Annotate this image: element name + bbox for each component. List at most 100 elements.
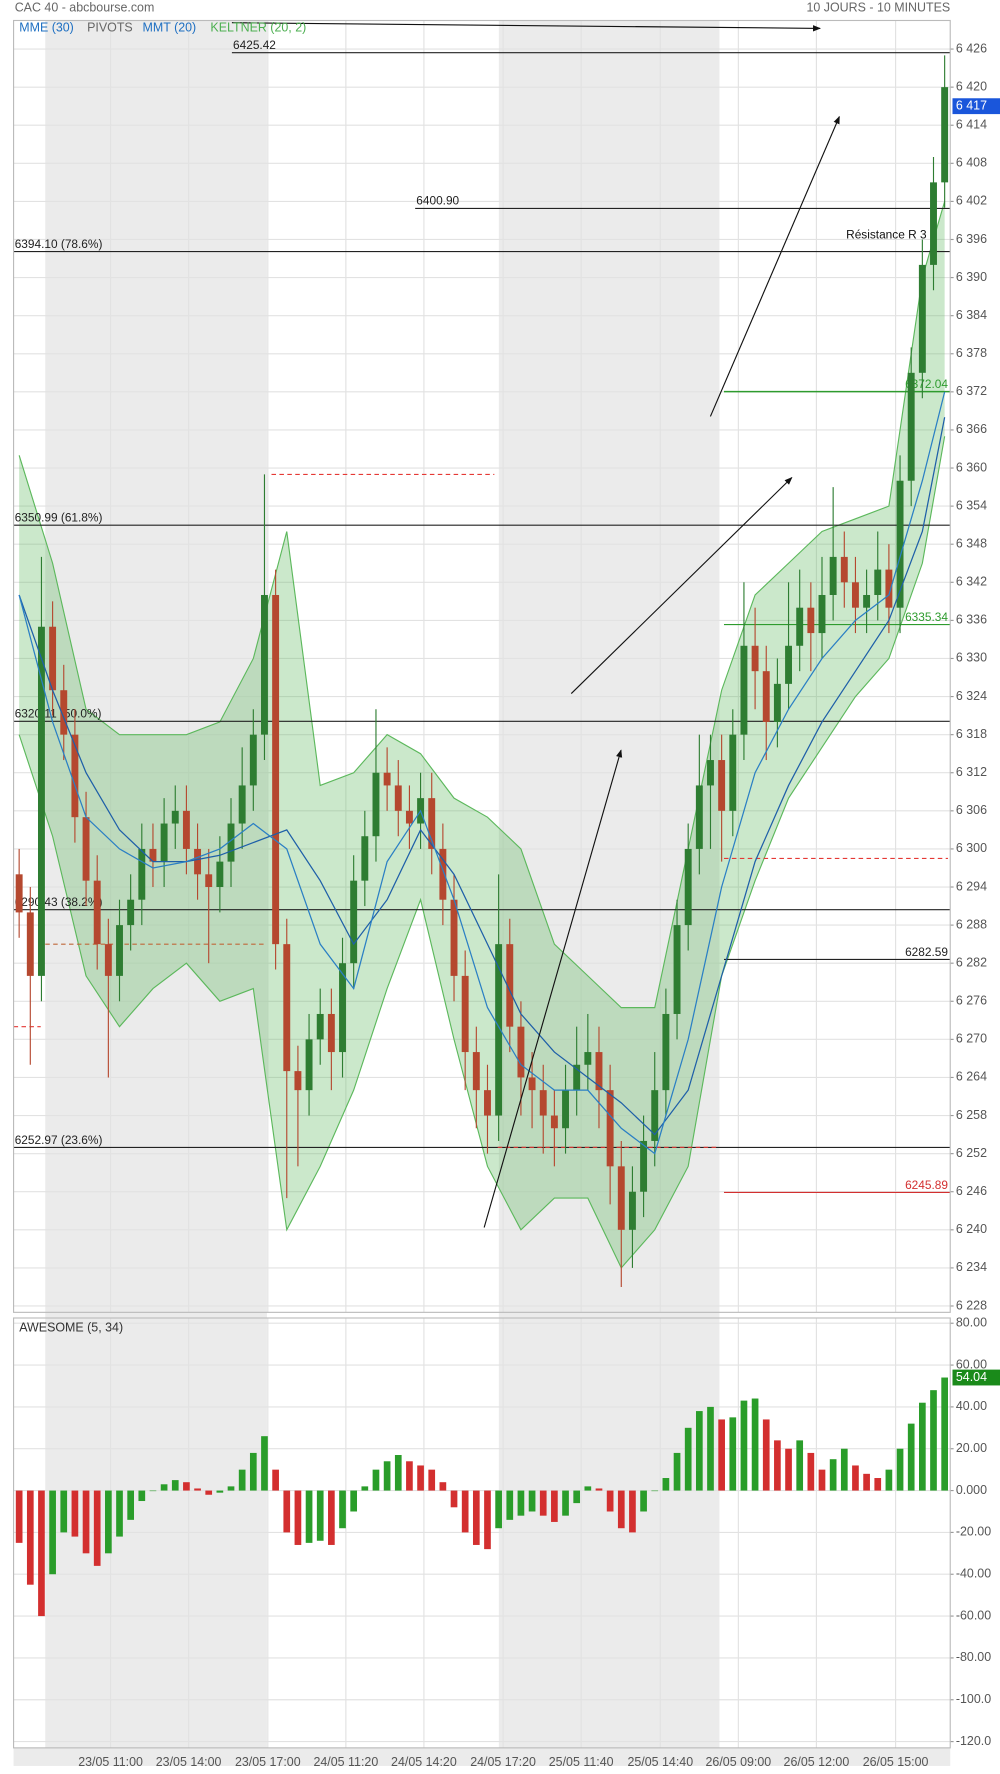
y-tick-label: 6 372 xyxy=(956,384,987,398)
oscillator-bar xyxy=(863,1473,870,1491)
y-tick-label: 6 312 xyxy=(956,765,987,779)
oscillator-bar xyxy=(852,1465,859,1491)
candle-body xyxy=(405,810,413,824)
oscillator-bar xyxy=(316,1490,324,1541)
candle-body xyxy=(863,594,871,608)
candle-body xyxy=(26,912,34,976)
candle-body xyxy=(840,556,848,583)
trend-arrow xyxy=(570,476,793,694)
candle-body xyxy=(506,944,514,1027)
candle-body xyxy=(617,1166,625,1230)
y-tick-label: 6 300 xyxy=(956,841,987,855)
candle-body xyxy=(350,880,358,964)
candle-body xyxy=(439,848,447,900)
candle-body xyxy=(796,607,804,646)
y-tick-label: 6 240 xyxy=(956,1222,987,1236)
y-tick-label: 6 288 xyxy=(956,917,987,931)
oscillator-bar xyxy=(461,1490,469,1533)
chart-title: CAC 40 - abcbourse.com xyxy=(15,0,155,14)
oscillator-bar xyxy=(272,1469,279,1491)
oscillator-bar xyxy=(673,1452,681,1491)
candle-body xyxy=(37,626,45,976)
x-tick-label: 23/05 14:00 xyxy=(156,1755,222,1769)
candle-body xyxy=(584,1052,592,1065)
candle-body xyxy=(205,874,213,888)
candle-body xyxy=(160,823,168,862)
legend-entry: MME (30) xyxy=(19,21,74,35)
y-tick-label: 6 330 xyxy=(956,651,987,665)
candle-body xyxy=(539,1090,547,1116)
oscillator-bar xyxy=(450,1490,458,1508)
oscillator-bar xyxy=(350,1490,358,1512)
oscillator-bar xyxy=(896,1448,904,1491)
oscillator-bar xyxy=(517,1490,525,1516)
candle-body xyxy=(829,556,837,595)
candle-body xyxy=(194,848,202,875)
level-label: 6320.11 (50.0%) xyxy=(15,707,102,721)
level-label: 6425.42 xyxy=(233,38,276,52)
oscillator-bar xyxy=(551,1490,558,1522)
candle-body xyxy=(562,1090,569,1129)
candle-body xyxy=(383,772,391,786)
day-shade xyxy=(498,20,720,1748)
level-label: 6245.89 xyxy=(905,1178,948,1192)
x-tick-label: 24/05 14:20 xyxy=(391,1755,457,1769)
candle-body xyxy=(138,848,146,900)
y-tick-label: 6 258 xyxy=(956,1108,987,1122)
candle-body xyxy=(773,683,781,722)
candle-body xyxy=(339,963,346,1053)
candle-body xyxy=(361,836,369,881)
level-label: 6394.10 (78.6%) xyxy=(15,237,103,251)
oscillator-bar xyxy=(907,1423,915,1491)
candle-body xyxy=(484,1090,491,1116)
y-tick-label: 6 294 xyxy=(956,879,987,893)
plot: 6425.42 6400.90 6394.10 (78.6%) 6350.99 (61… xyxy=(13,38,1000,1617)
y-tick-label: 0.000 xyxy=(956,1483,987,1497)
oscillator-bar xyxy=(595,1488,603,1491)
level-label: 6335.34 xyxy=(905,610,948,624)
oscillator-bar xyxy=(562,1490,569,1516)
candle-body xyxy=(450,899,458,976)
candle-body xyxy=(82,817,90,881)
oscillator-bar xyxy=(372,1469,380,1491)
candle-body xyxy=(640,1140,648,1192)
oscillator-bar xyxy=(629,1490,636,1533)
oscillator-bar xyxy=(160,1484,168,1491)
oscillator-bar xyxy=(606,1490,614,1512)
candle-body xyxy=(171,810,179,824)
last-value-box xyxy=(952,1369,1000,1386)
y-tick-label: -100.0 xyxy=(956,1692,991,1706)
trend-arrow xyxy=(231,22,821,32)
oscillator-bar xyxy=(506,1490,514,1520)
oscillator-title: AWESOME (5, 34) xyxy=(19,1320,123,1334)
oscillator-bar xyxy=(796,1440,804,1491)
candle-body xyxy=(528,1077,536,1091)
oscillator-bar xyxy=(751,1398,759,1491)
moving-average xyxy=(18,391,946,1155)
candle-body xyxy=(807,607,815,634)
y-tick-label: 6 420 xyxy=(956,79,987,93)
oscillator-bar xyxy=(617,1490,625,1529)
oscillator-bar xyxy=(194,1488,201,1491)
oscillator-bar xyxy=(428,1469,436,1491)
grid: 6 228 6 234 6 240 6 246 6 252 6 258 6 264 6 270… xyxy=(13,20,991,1769)
y-tick-label: 6 366 xyxy=(956,422,987,436)
candle-body xyxy=(60,690,68,735)
legend-entry: PIVOTS xyxy=(87,21,133,35)
y-tick-label: 6 384 xyxy=(956,308,987,322)
oscillator-bar xyxy=(740,1400,748,1491)
oscillator-bar xyxy=(82,1490,90,1554)
oscillator-bar xyxy=(261,1436,268,1491)
oscillator-bar xyxy=(840,1448,848,1491)
keltner-lower xyxy=(18,436,946,1269)
candle-body xyxy=(461,975,469,1053)
legend-entry: MMT (20) xyxy=(143,21,197,35)
candle-body xyxy=(740,645,748,735)
oscillator-bar xyxy=(60,1490,68,1533)
last-price-label: 6 417 xyxy=(956,98,987,112)
legend: MME (30) PIVOTS MMT (20) KELTNER (20, 2) xyxy=(19,21,306,35)
candle-body xyxy=(718,760,726,811)
oscillator-bar xyxy=(238,1469,246,1491)
candle-body xyxy=(394,785,402,811)
